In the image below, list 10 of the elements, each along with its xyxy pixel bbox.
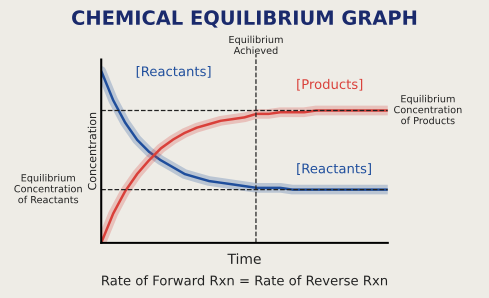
series-label: [Products] xyxy=(297,78,362,91)
chart-title: CHEMICAL EQUILIBRIUM GRAPH xyxy=(72,10,416,28)
text: Equilibrium Achieved xyxy=(229,36,283,54)
annotation: [Reactants] xyxy=(297,163,371,175)
x-axis-title: Time xyxy=(227,253,261,264)
text: [Reactants] xyxy=(136,66,210,78)
ref-line-label: Equilibrium Concentration of Reactants xyxy=(14,174,82,204)
y-axis-title: Concentration xyxy=(88,112,96,190)
text: Rate of Forward Rxn = Rate of Reverse Rxn xyxy=(102,275,388,286)
ref-line-label: Equilibrium Concentration of Products xyxy=(394,94,462,124)
